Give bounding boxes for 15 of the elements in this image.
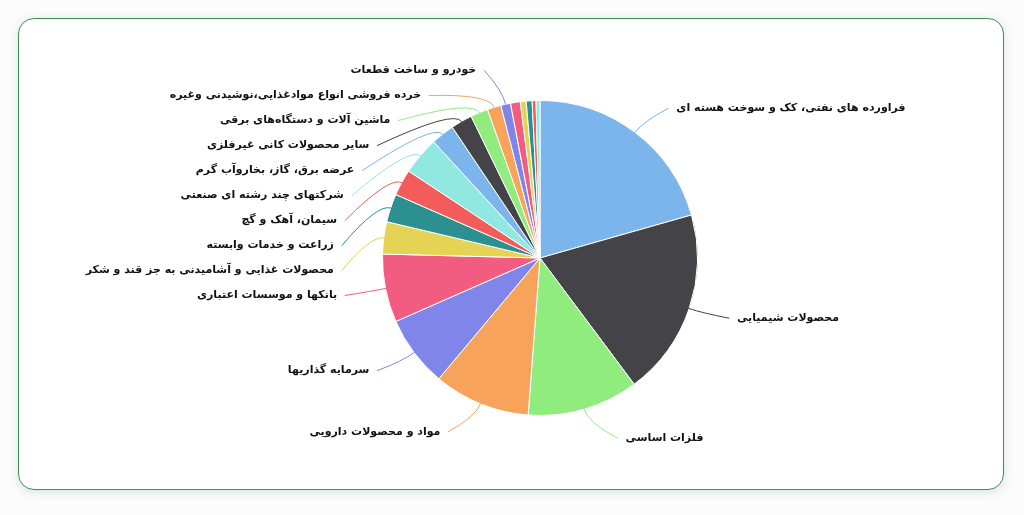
- slice-label: خرده فروشی انواع موادغذایی،نوشیدنی وغیره: [169, 88, 422, 102]
- slice-label: عرضه برق، گاز، بخاروآب گرم: [195, 162, 355, 177]
- slice-label: مواد و محصولات دارویی: [309, 424, 441, 438]
- slice-label: خودرو و ساخت قطعات: [350, 63, 477, 77]
- slice-label: ماشین آلات و دستگاه‌های برقی: [219, 112, 391, 127]
- slice-label: زراعت و خدمات وابسته: [206, 238, 334, 252]
- slice-label: سرمایه گذاریها: [287, 363, 370, 377]
- slice-label: فراورده های نفتی، کک و سوخت هسته ای: [676, 101, 906, 115]
- slice-label: شرکتهای چند رشته ای صنعتی: [180, 188, 344, 202]
- slice-label: سایر محصولات کانی غیرفلزی: [206, 138, 370, 152]
- slice-label: بانکها و موسسات اعتباری: [196, 288, 338, 302]
- slice-label: محصولات غذایی و آشامیدنی به جز قند و شکر: [84, 262, 334, 277]
- slice-label: فلزات اساسی: [625, 430, 704, 444]
- slice-label: محصولات شیمیایی: [736, 311, 840, 325]
- slice-label: سیمان، آهک و گچ: [241, 212, 338, 227]
